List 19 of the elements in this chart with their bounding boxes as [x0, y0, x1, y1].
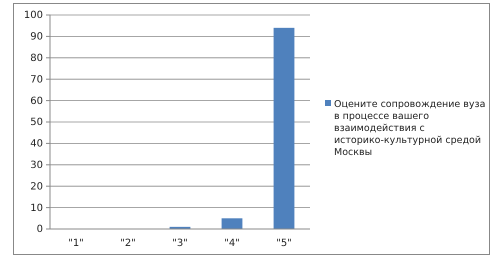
y-tick-label: 50	[30, 117, 43, 128]
bar	[274, 28, 294, 229]
x-tick-label: "4"	[224, 238, 240, 250]
x-tick-label: "1"	[68, 238, 84, 250]
y-tick-label: 60	[30, 96, 43, 107]
y-tick-label: 30	[30, 160, 43, 171]
y-tick-label: 40	[30, 138, 43, 150]
x-tick-label: "5"	[276, 238, 292, 250]
x-tick-label: "2"	[120, 238, 136, 250]
y-tick-label: 70	[30, 74, 43, 86]
bar	[222, 218, 242, 229]
y-tick-label: 80	[30, 53, 43, 64]
x-tick-label: "3"	[172, 238, 188, 250]
y-tick-label: 0	[36, 224, 43, 236]
y-tick-label: 20	[30, 181, 43, 192]
y-tick-label: 90	[30, 32, 43, 43]
y-tick-label: 10	[30, 202, 43, 214]
y-tick-label: 100	[24, 10, 43, 22]
legend-label: Оцените сопровождение вуза в процессе вашего взаимодействия с историко-культурной средой Москвы	[334, 99, 486, 158]
